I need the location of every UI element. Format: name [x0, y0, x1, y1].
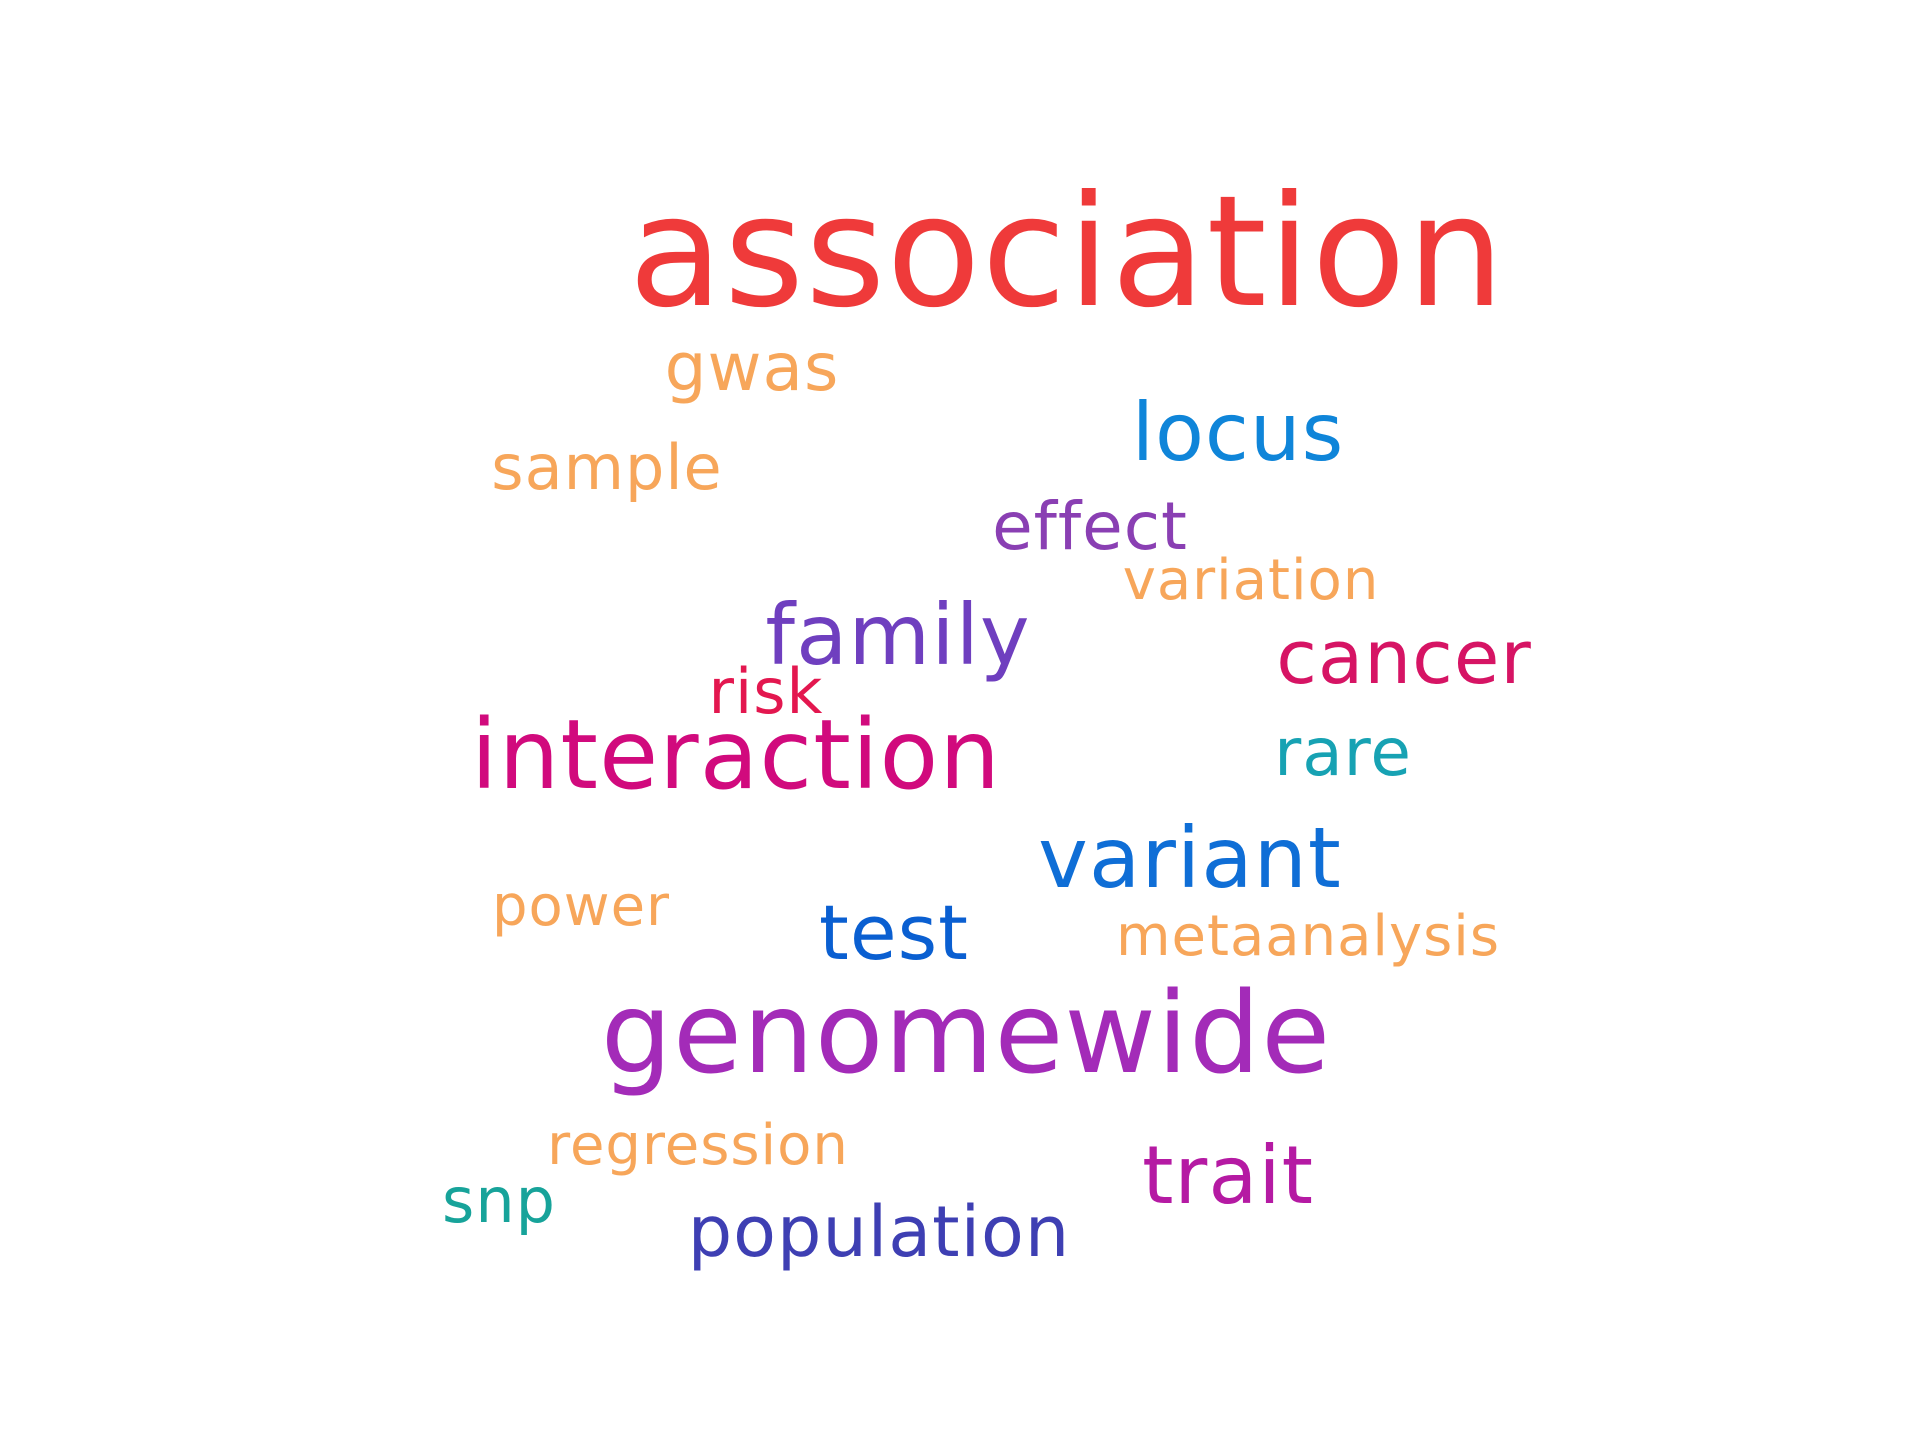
word-gwas: gwas — [664, 329, 840, 406]
word-variation: variation — [1122, 548, 1380, 613]
word-snp: snp — [442, 1164, 556, 1237]
word-sample: sample — [491, 431, 723, 504]
word-cancer: cancer — [1276, 615, 1532, 701]
word-trait: trait — [1142, 1129, 1314, 1222]
word-genomewide: genomewide — [600, 969, 1332, 1099]
word-interaction: interaction — [470, 699, 1002, 811]
word-locus: locus — [1131, 386, 1345, 479]
word-rare: rare — [1274, 714, 1412, 791]
word-metaanalysis: metaanalysis — [1115, 904, 1501, 969]
word-power: power — [491, 874, 671, 939]
word-family: family — [765, 586, 1031, 684]
word-test: test — [819, 888, 969, 977]
word-effect: effect — [992, 488, 1188, 565]
word-association: association — [628, 163, 1506, 342]
word-risk: risk — [708, 655, 824, 728]
word-variant: variant — [1038, 809, 1342, 907]
word-population: population — [687, 1191, 1071, 1273]
word-regression: regression — [547, 1113, 849, 1178]
